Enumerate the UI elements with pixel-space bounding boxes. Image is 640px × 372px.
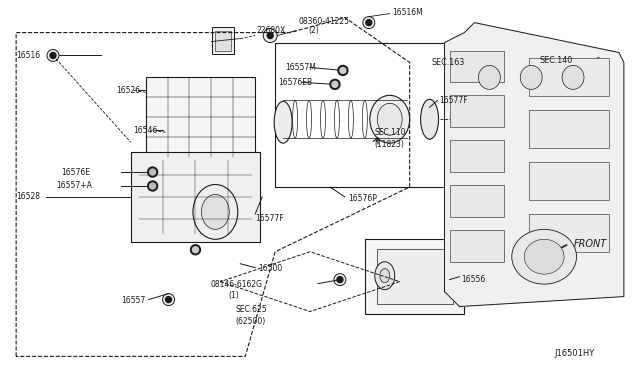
Bar [146,77,255,157]
Ellipse shape [375,262,395,290]
Text: 16556: 16556 [461,275,486,284]
Circle shape [338,65,348,76]
Text: 16516M: 16516M [392,8,422,17]
Circle shape [166,296,172,302]
Circle shape [366,20,372,26]
Bar [529,58,609,96]
Text: (1): (1) [228,291,239,300]
Bar [529,214,609,252]
Circle shape [330,79,340,89]
Text: J16501HY: J16501HY [554,349,595,358]
Polygon shape [445,23,624,307]
Circle shape [337,277,343,283]
Ellipse shape [378,103,402,135]
Ellipse shape [520,65,542,89]
Ellipse shape [202,195,229,229]
Text: 16577F: 16577F [440,96,468,105]
Bar [449,140,504,172]
Text: 16557: 16557 [121,296,145,305]
Text: 16576E: 16576E [61,167,90,177]
Text: 16576EB: 16576EB [278,78,312,87]
Circle shape [150,169,156,175]
Text: 16528: 16528 [16,192,40,202]
Ellipse shape [193,185,238,239]
Bar [275,42,449,187]
Ellipse shape [512,229,577,284]
Bar [212,26,234,54]
Circle shape [148,167,157,177]
Circle shape [334,274,346,286]
Circle shape [193,247,198,253]
Circle shape [191,245,200,255]
Bar [449,185,504,217]
Ellipse shape [479,65,500,89]
Ellipse shape [380,269,390,283]
Text: SEC.140: SEC.140 [539,56,572,65]
Circle shape [263,29,277,42]
Ellipse shape [524,239,564,274]
Bar [449,51,504,82]
Text: 16557M: 16557M [285,63,316,72]
Bar [365,239,465,314]
Bar [131,152,260,242]
Circle shape [50,52,56,58]
Text: FRONT: FRONT [574,239,607,249]
Text: 22680X: 22680X [256,26,285,35]
Ellipse shape [370,95,410,143]
Circle shape [163,294,175,305]
Bar [449,95,504,127]
Text: 16557+A: 16557+A [56,182,92,190]
Circle shape [267,33,273,39]
Text: (62500): (62500) [236,317,266,326]
Ellipse shape [420,99,438,139]
Circle shape [363,17,375,29]
Circle shape [47,49,59,61]
Text: (11823): (11823) [375,140,404,149]
Circle shape [332,81,338,87]
Text: SEC.110: SEC.110 [375,128,406,137]
Text: 08360-41225: 08360-41225 [298,17,349,26]
Circle shape [150,183,156,189]
Circle shape [340,67,346,73]
Text: 16500: 16500 [258,264,282,273]
Text: 16577F: 16577F [255,214,284,223]
Bar [449,230,504,262]
Bar [529,162,609,200]
Text: 16516: 16516 [16,51,40,60]
Bar [377,249,452,304]
Bar [529,110,609,148]
Text: 16576P: 16576P [348,195,377,203]
Text: 16546: 16546 [134,126,158,135]
Bar [216,31,231,51]
Text: (2): (2) [308,26,319,35]
Text: 08146-6162G: 08146-6162G [211,280,262,289]
Text: SEC.163: SEC.163 [431,58,465,67]
Ellipse shape [274,101,292,143]
Text: 16526: 16526 [116,86,140,95]
Text: SEC.625: SEC.625 [236,305,267,314]
Ellipse shape [562,65,584,89]
Circle shape [148,181,157,191]
